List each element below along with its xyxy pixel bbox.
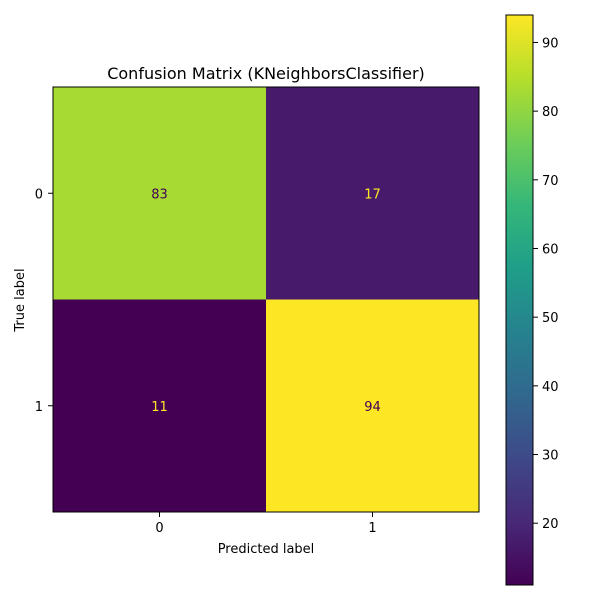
- colorbar-tick-label: 20: [542, 517, 559, 532]
- colorbar-tick-label: 40: [542, 380, 559, 395]
- y-axis-label: True label: [13, 268, 28, 332]
- colorbar-tick-label: 50: [542, 311, 559, 326]
- x-axis-label: Predicted label: [218, 542, 315, 557]
- colorbar-ticks: 20 30 40 50 60 70 80 90: [533, 36, 559, 532]
- heatmap-cell: [53, 87, 266, 300]
- cell-value-label: 83: [151, 187, 168, 202]
- plot-frame: [52, 86, 480, 513]
- y-tick-label: 1: [35, 400, 43, 415]
- heatmap-cell: [266, 299, 479, 512]
- chart-title: Confusion Matrix (KNeighborsClassifier): [107, 64, 425, 83]
- heatmap-cell: [53, 299, 266, 512]
- colorbar: [505, 14, 534, 586]
- cell-value-label: 11: [151, 400, 168, 415]
- colorbar-tick-label: 70: [542, 174, 559, 189]
- cell-value-label: 17: [364, 187, 381, 202]
- y-axis: 01: [35, 187, 53, 415]
- x-tick-label: 1: [368, 521, 376, 536]
- heatmap-cell: [266, 87, 479, 300]
- colorbar-tick-label: 60: [542, 242, 559, 257]
- colorbar-tick-label: 30: [542, 449, 559, 464]
- heatmap-cells: 83 17 11 94: [53, 87, 479, 512]
- colorbar-tick-label: 80: [542, 105, 559, 120]
- x-tick-label: 0: [155, 521, 163, 536]
- colorbar-tick-label: 90: [542, 36, 559, 51]
- y-tick-label: 0: [35, 187, 43, 202]
- cell-value-label: 94: [364, 400, 381, 415]
